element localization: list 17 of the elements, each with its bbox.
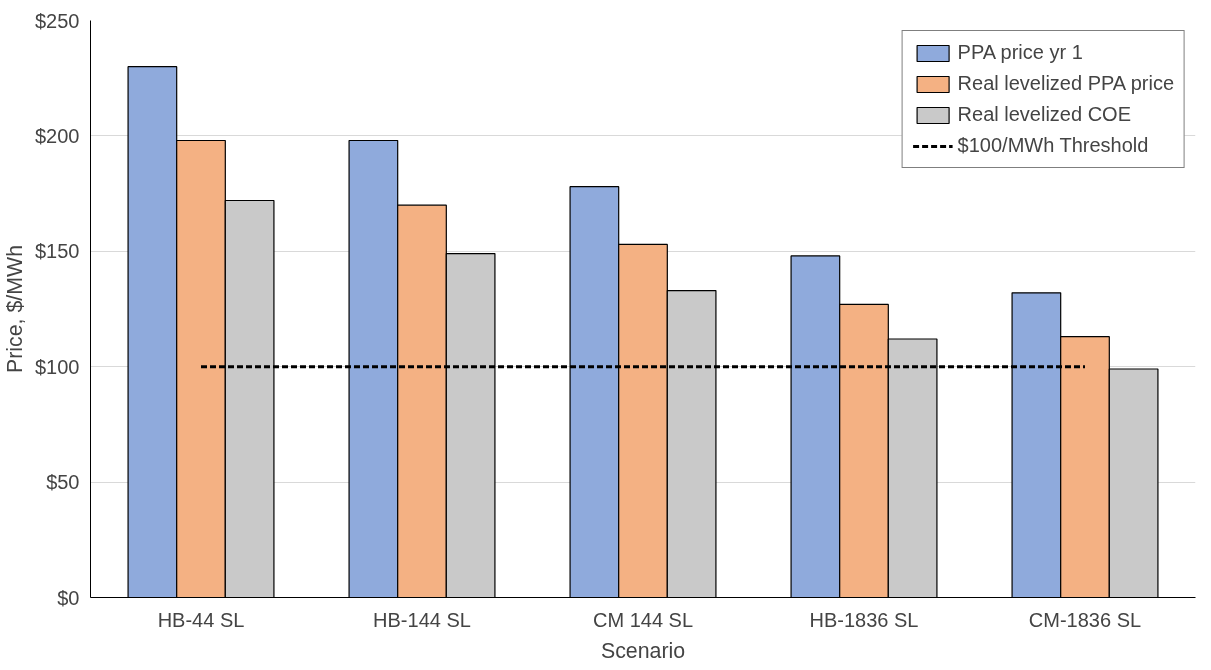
legend-label: Real levelized COE	[957, 103, 1132, 126]
x-tick-label: HB-1836 SL	[809, 608, 919, 631]
y-tick-label: $0	[57, 586, 80, 609]
y-tick-label: $50	[46, 471, 80, 494]
y-tick-label: $100	[35, 355, 80, 378]
legend-label: $100/MWh Threshold	[957, 134, 1149, 157]
y-tick-label: $150	[35, 240, 80, 263]
legend-label: PPA price yr 1	[957, 41, 1083, 64]
x-tick-label: HB-44 SL	[157, 608, 245, 631]
x-tick-label: CM 144 SL	[592, 608, 694, 631]
legend-label: Real levelized PPA price	[957, 72, 1174, 95]
x-tick-label: CM-1836 SL	[1028, 608, 1142, 631]
y-tick-label: $250	[35, 9, 80, 32]
x-axis-title: Scenario	[600, 638, 686, 663]
x-tick-label: HB-144 SL	[373, 608, 471, 631]
y-axis-title: Price, $/MWh	[3, 244, 28, 373]
y-tick-label: $200	[35, 124, 80, 147]
